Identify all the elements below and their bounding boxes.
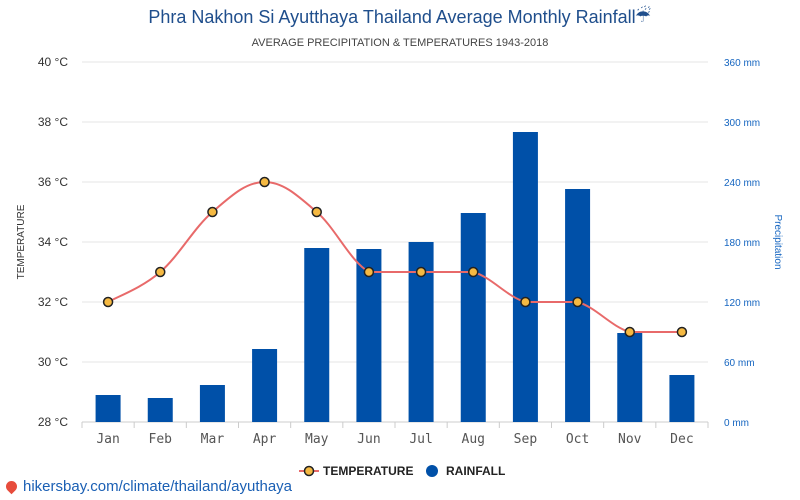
x-tick-label: Jan	[96, 432, 119, 447]
temperature-point	[676, 326, 688, 338]
titles: Phra Nakhon Si Ayutthaya Thailand Averag…	[148, 5, 651, 49]
legend: TEMPERATURE RAINFALL	[299, 464, 505, 478]
rainfall-bar	[512, 132, 538, 422]
chart-subtitle: AVERAGE PRECIPITATION & TEMPERATURES 194…	[252, 37, 549, 49]
temperature-point	[155, 266, 166, 278]
temperature-point	[624, 326, 635, 338]
footer-link[interactable]: hikersbay.com/climate/thailand/ayuthaya	[3, 478, 293, 495]
rainfall-bar	[617, 333, 643, 422]
temperature-line	[102, 176, 688, 338]
rainfall-bars	[95, 132, 695, 422]
x-tick-label: Oct	[566, 432, 589, 447]
x-tick-label: Nov	[618, 432, 642, 447]
chart-title: Phra Nakhon Si Ayutthaya Thailand Averag…	[148, 7, 635, 27]
x-tick-label: Aug	[462, 432, 485, 447]
y-left-tick-label: 40 °C	[38, 55, 68, 69]
legend-rainfall-marker-icon	[426, 465, 438, 477]
right-axis: 0 mm 60 mm 120 mm 180 mm 240 mm 300 mm 360 mm	[724, 58, 760, 429]
rainfall-bar	[304, 248, 330, 422]
y-left-axis-label: TEMPERATURE	[16, 204, 27, 279]
x-tick-label: May	[305, 432, 329, 447]
y-right-axis-label: Precipitation	[772, 214, 783, 269]
y-left-tick-label: 38 °C	[38, 115, 68, 129]
legend-rainfall-label: RAINFALL	[446, 464, 505, 478]
legend-temperature-marker-icon	[303, 465, 315, 477]
temperature-point	[207, 206, 218, 218]
rainfall-bar	[199, 385, 225, 422]
rainfall-bar	[252, 349, 278, 422]
x-tick-label: Jun	[357, 432, 380, 447]
temperature-point	[311, 206, 322, 218]
x-tick-label: Feb	[149, 432, 173, 447]
rainfall-bar	[669, 375, 695, 422]
y-left-tick-label: 36 °C	[38, 175, 68, 189]
temperature-point	[572, 296, 583, 308]
temperature-point	[363, 266, 375, 278]
x-tick-label: Sep	[514, 432, 538, 447]
x-tick-label: Apr	[253, 432, 277, 447]
legend-temperature-label: TEMPERATURE	[323, 464, 413, 478]
rainfall-bar	[147, 398, 173, 422]
x-tick-label: Dec	[670, 432, 693, 447]
y-right-tick-label: 120 mm	[724, 298, 760, 309]
y-right-tick-label: 240 mm	[724, 178, 760, 189]
grid	[81, 61, 709, 428]
y-left-tick-label: 28 °C	[38, 415, 68, 429]
y-left-tick-label: 30 °C	[38, 355, 68, 369]
y-right-tick-label: 300 mm	[724, 118, 760, 129]
temperature-point	[102, 296, 114, 308]
rainfall-bar	[356, 249, 382, 422]
y-left-tick-label: 32 °C	[38, 295, 68, 309]
x-tick-label: Mar	[201, 432, 225, 447]
temperature-point	[468, 266, 479, 278]
y-right-tick-label: 180 mm	[724, 238, 760, 249]
y-right-tick-label: 60 mm	[724, 358, 755, 369]
left-axis: 28 °C 30 °C 32 °C 34 °C 36 °C 38 °C 40 °C	[38, 55, 68, 429]
map-pin-icon	[3, 478, 20, 495]
umbrella-rain-icon: ☔	[635, 5, 651, 26]
x-tick-label: Jul	[409, 432, 432, 447]
x-axis: Jan Feb Mar Apr May Jun Jul Aug Sep Oct Nov Dec	[96, 432, 693, 447]
temperature-point	[259, 176, 270, 188]
y-right-tick-label: 0 mm	[724, 418, 749, 429]
footer-link-text: hikersbay.com/climate/thailand/ayuthaya	[23, 478, 293, 495]
rainfall-bar	[95, 395, 121, 422]
temperature-curve	[107, 180, 682, 333]
temperature-point	[520, 296, 531, 308]
temperature-point	[415, 266, 427, 278]
y-left-tick-label: 34 °C	[38, 235, 68, 249]
y-right-tick-label: 360 mm	[724, 58, 760, 69]
chart: 28 °C 30 °C 32 °C 34 °C 36 °C 38 °C 40 °C 0 mm…	[16, 5, 783, 478]
rainfall-bar	[460, 213, 486, 422]
